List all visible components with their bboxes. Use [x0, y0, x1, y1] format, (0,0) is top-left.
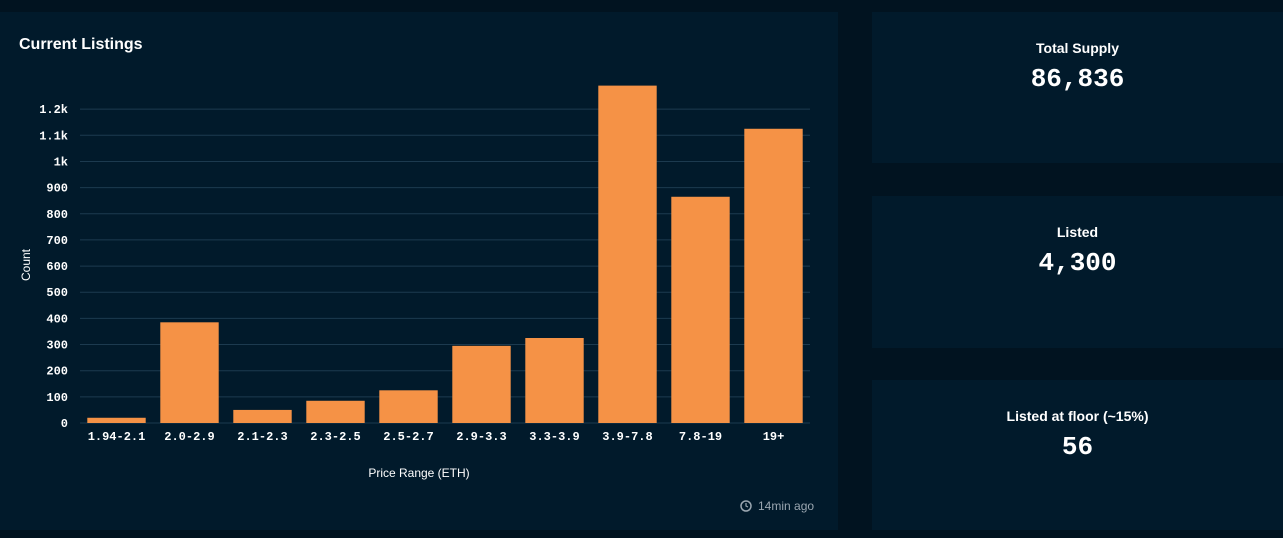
x-tick-label: 2.1-2.3: [237, 430, 287, 444]
bar: [671, 196, 730, 423]
bar: [452, 345, 511, 423]
x-tick-label: 2.3-2.5: [310, 430, 360, 444]
x-axis-label: Price Range (ETH): [368, 466, 469, 480]
bar: [233, 409, 292, 423]
y-tick-label: 1.2k: [39, 103, 68, 117]
y-axis-label: Count: [19, 248, 33, 281]
x-tick-label: 3.9-7.8: [602, 430, 652, 444]
y-tick-label: 400: [46, 312, 68, 326]
x-tick-label: 3.3-3.9: [529, 430, 579, 444]
bar: [87, 417, 146, 423]
y-tick-label: 100: [46, 391, 68, 405]
x-tick-label: 7.8-19: [679, 430, 722, 444]
chart-panel: Current Listings Count Price Range (ETH)…: [0, 12, 838, 530]
stat-value: 56: [1061, 432, 1094, 462]
stat-label: Listed: [1056, 224, 1099, 240]
stat-label: Listed at floor (~15%): [1006, 408, 1149, 424]
y-tick-label: 0: [61, 417, 68, 431]
y-tick-label: 200: [46, 365, 68, 379]
x-tick-label: 2.9-3.3: [456, 430, 506, 444]
stat-label: Total Supply: [1036, 40, 1119, 56]
chart-title: Current Listings: [19, 36, 143, 53]
stat-card: Total Supply 86,836: [872, 12, 1283, 163]
bar: [306, 400, 365, 423]
y-tick-label: 1.1k: [39, 129, 68, 143]
bar: [525, 338, 584, 423]
x-tick-label: 2.5-2.7: [383, 430, 433, 444]
x-tick-label: 1.94-2.1: [88, 430, 146, 444]
bar: [160, 322, 219, 423]
y-tick-label: 1k: [54, 155, 68, 169]
bar: [379, 390, 438, 423]
stat-value: 4,300: [1038, 248, 1117, 278]
stat-card: Listed at floor (~15%) 56: [872, 380, 1283, 530]
bar: [598, 85, 657, 423]
bar: [744, 128, 803, 423]
x-tick-label: 19+: [763, 430, 785, 444]
y-tick-label: 500: [46, 286, 68, 300]
chart: Current Listings Count Price Range (ETH)…: [19, 36, 814, 513]
stat-card: Listed 4,300: [872, 196, 1283, 348]
x-tick-label: 2.0-2.9: [164, 430, 214, 444]
y-tick-label: 800: [46, 208, 68, 222]
stat-value: 86,836: [1030, 64, 1125, 94]
refresh-icon[interactable]: [740, 500, 752, 512]
y-tick-label: 600: [46, 260, 68, 274]
y-tick-label: 700: [46, 234, 68, 248]
y-tick-label: 300: [46, 339, 68, 353]
updated-time: 14min ago: [758, 499, 814, 513]
y-tick-label: 900: [46, 182, 68, 196]
